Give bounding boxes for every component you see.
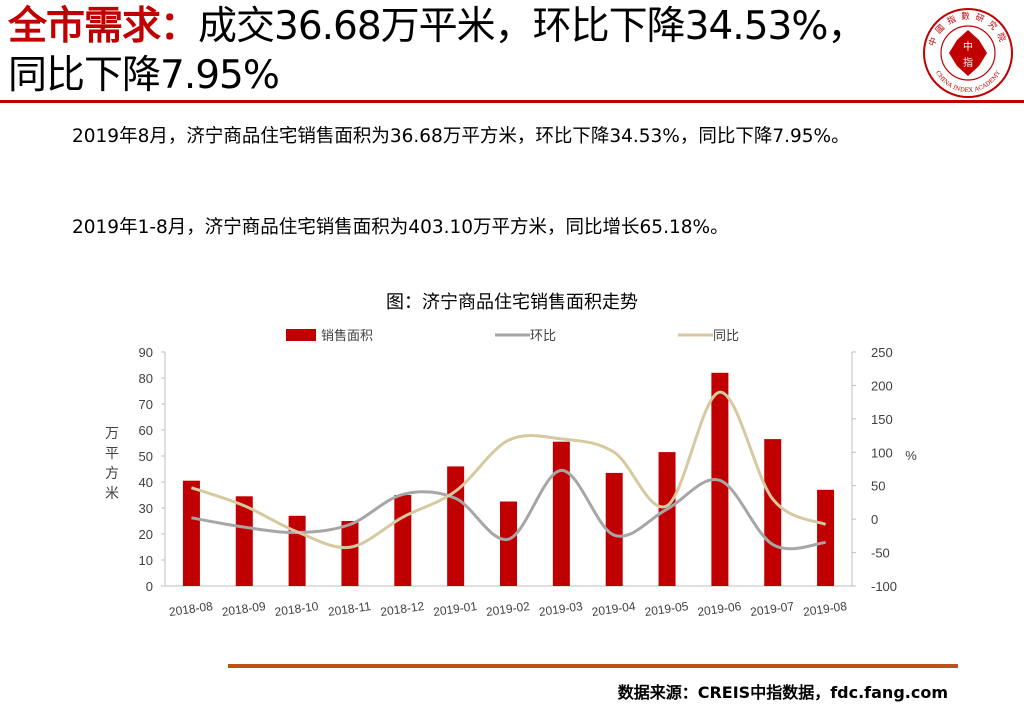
right-tick-label: 200 xyxy=(871,378,893,393)
left-tick-label: 20 xyxy=(139,527,153,542)
left-tick-label: 60 xyxy=(139,423,153,438)
page-title: 全市需求：成交36.68万平米，环比下降34.53%， 同比下降7.95% xyxy=(8,2,908,100)
header-rule xyxy=(0,100,1024,103)
chart-title: 图：济宁商品住宅销售面积走势 xyxy=(386,292,638,313)
y-axis-label-char: 米 xyxy=(105,485,119,501)
left-tick-label: 10 xyxy=(139,553,153,568)
x-tick-label: 2018-11 xyxy=(327,599,372,619)
y-axis-label-char: 万 xyxy=(105,425,119,441)
sales-area-chart: 0 10 20 30 40 50 60 70 80 90 -100 -50 0 50 100 150 200 25… xyxy=(105,328,917,619)
bar-sales-area xyxy=(341,521,359,586)
x-tick-label: 2019-01 xyxy=(432,599,478,619)
headline-line2: 同比下降7.95% xyxy=(8,53,280,98)
bar-sales-area xyxy=(235,496,253,586)
x-tick-label: 2018-12 xyxy=(379,599,425,619)
bar-sales-area xyxy=(817,489,835,586)
x-tick-label: 2019-06 xyxy=(697,599,743,619)
x-tick-label: 2018-08 xyxy=(168,599,214,619)
x-tick-label: 2018-10 xyxy=(274,599,320,619)
left-tick-label: 30 xyxy=(139,501,153,516)
y2-axis-label: % xyxy=(905,448,917,463)
left-tick-label: 40 xyxy=(139,475,153,490)
right-tick-label: 100 xyxy=(871,445,893,460)
left-tick-label: 70 xyxy=(139,397,153,412)
china-index-academy-logo: 中國指數研究院 CHINA INDEX ACADEMY 中 指 xyxy=(923,8,1013,98)
right-tick-label: 250 xyxy=(871,345,893,360)
right-tick-label: 50 xyxy=(871,479,885,494)
footer-rule xyxy=(228,664,958,668)
line-yoy xyxy=(190,390,827,550)
legend-label-sales: 销售面积 xyxy=(321,328,373,343)
right-tick-label: -50 xyxy=(871,546,890,561)
headline-keyword: 全市需求： xyxy=(8,4,199,49)
svg-text:指: 指 xyxy=(963,56,973,69)
bar-sales-area xyxy=(182,480,200,586)
paragraph-monthly: 2019年8月，济宁商品住宅销售面积为36.68万平方米，环比下降34.53%，… xyxy=(72,126,850,147)
right-tick-label: 0 xyxy=(871,512,878,527)
right-tick-label: 150 xyxy=(871,412,893,427)
data-source: 数据来源：CREIS中指数据，fdc.fang.com xyxy=(617,683,948,702)
left-tick-label: 90 xyxy=(139,345,153,360)
x-tick-label: 2019-03 xyxy=(538,599,584,619)
right-tick-label: -100 xyxy=(871,579,897,594)
bar-sales-area xyxy=(288,515,306,586)
x-tick-label: 2019-05 xyxy=(644,599,690,619)
x-tick-label: 2018-09 xyxy=(221,599,267,619)
legend-swatch-sales xyxy=(286,329,316,341)
y-axis-label-char: 方 xyxy=(105,465,119,481)
x-tick-label: 2019-02 xyxy=(485,599,531,619)
x-tick-label: 2019-04 xyxy=(591,599,637,619)
left-tick-label: 80 xyxy=(139,371,153,386)
x-tick-label: 2019-08 xyxy=(802,599,848,619)
bar-sales-area xyxy=(658,452,676,586)
headline-line1: 成交36.68万平米，环比下降34.53%， xyxy=(198,4,866,49)
bar-sales-area xyxy=(394,495,412,586)
x-tick-label: 2019-07 xyxy=(749,599,795,619)
y-axis-label-char: 平 xyxy=(105,445,119,461)
left-tick-label: 0 xyxy=(146,579,153,594)
svg-text:中: 中 xyxy=(963,40,973,53)
legend-label-yoy: 同比 xyxy=(713,328,739,343)
left-tick-label: 50 xyxy=(139,449,153,464)
bar-sales-area xyxy=(764,439,782,586)
legend-label-mom: 环比 xyxy=(530,328,556,343)
bar-sales-area xyxy=(552,441,570,586)
paragraph-ytd: 2019年1-8月，济宁商品住宅销售面积为403.10万平方米，同比增长65.1… xyxy=(72,217,729,238)
bar-sales-area xyxy=(605,472,623,586)
bar-sales-area xyxy=(500,501,517,586)
